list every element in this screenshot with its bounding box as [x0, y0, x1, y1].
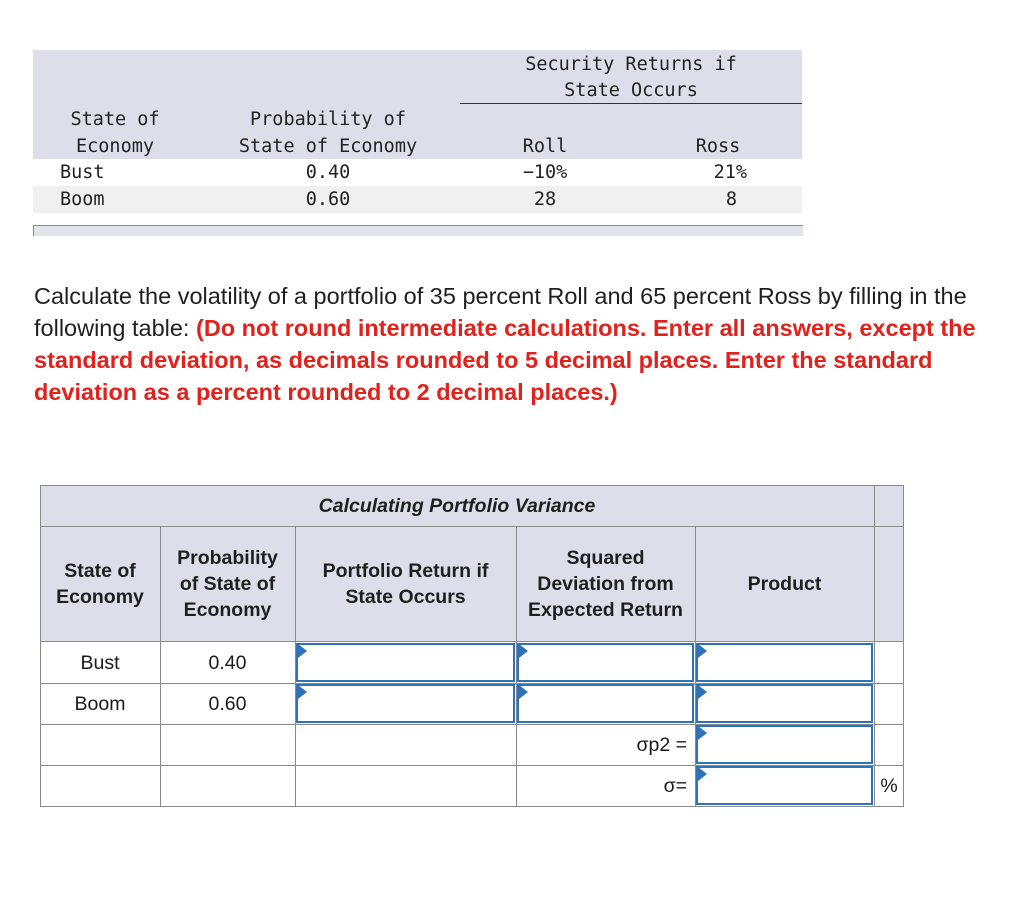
portfolio-variance-table: Calculating Portfolio Variance State of … [40, 485, 904, 807]
col-prob-line1: Probability of [250, 109, 406, 130]
header-band [33, 50, 802, 159]
row-bust-state-cell: Bust [40, 643, 160, 683]
row-bust-ross: 21% [713, 162, 747, 183]
header-extra-cell [874, 526, 904, 641]
header-product-text: Product [747, 572, 822, 595]
grid-v-5 [874, 485, 875, 807]
boom-product-marker-icon [698, 685, 707, 699]
bust-product-marker-icon [698, 644, 707, 658]
row-boom-state: Boom [60, 189, 105, 210]
variance-marker-icon [698, 726, 707, 740]
title-extra-cell [874, 485, 904, 526]
grid-v-4 [695, 526, 696, 807]
row-boom-ross: 8 [725, 189, 737, 210]
question-text: Calculate the volatility of a portfolio … [34, 280, 994, 408]
question-instructions: (Do not round intermediate calculations.… [34, 315, 976, 405]
row-bust-state: Bust [60, 162, 105, 183]
row-bust-band [33, 159, 802, 186]
grid-h-3 [40, 683, 904, 684]
boom-return-input[interactable] [296, 684, 515, 723]
row-boom-band [33, 186, 802, 213]
grid-h-5 [40, 765, 904, 766]
header-sqdev: Squared Deviation from Expected Return [516, 526, 695, 641]
row-boom-prob: 0.60 [305, 189, 351, 210]
bust-sqdev-input[interactable] [517, 643, 694, 682]
table-title-text: Calculating Portfolio Variance [318, 494, 596, 517]
boom-sqdev-input[interactable] [517, 684, 694, 723]
header-return: Portfolio Return if State Occurs [295, 526, 516, 641]
bust-sqdev-marker-icon [519, 644, 528, 658]
boom-return-marker-icon [298, 685, 307, 699]
table-title: Calculating Portfolio Variance [40, 485, 874, 526]
variance-input[interactable] [696, 725, 873, 764]
col-roll: Roll [522, 136, 568, 157]
std-dev-marker-icon [698, 767, 707, 781]
variance-label-cell: σp2 = [516, 725, 695, 765]
grid-h-2 [40, 641, 904, 642]
row-bust-prob: 0.40 [305, 162, 351, 183]
header-prob: Probability of State of Economy [160, 526, 295, 641]
header-sqdev-text: Squared Deviation from Expected Return [528, 546, 683, 621]
header-prob-text: Probability of State of Economy [177, 546, 278, 621]
row-bust-prob: 0.40 [208, 652, 247, 674]
bust-return-input[interactable] [296, 643, 515, 682]
bust-return-marker-icon [298, 644, 307, 658]
row-bust-roll: −10% [522, 162, 568, 183]
grid-v-2 [295, 526, 296, 807]
security-header-line2: State Occurs [564, 80, 698, 101]
security-header-line1: Security Returns if [525, 54, 737, 75]
header-product: Product [695, 526, 874, 641]
header-state-text: State of Economy [56, 559, 144, 608]
grid-h-4 [40, 724, 904, 725]
header-return-text: Portfolio Return if State Occurs [322, 559, 489, 608]
percent-unit-cell: % [874, 766, 904, 806]
header-state: State of Economy [40, 526, 160, 641]
variance-label: σp2 = [636, 734, 687, 756]
col-prob-line2: State of Economy [238, 136, 418, 157]
security-header-underline [460, 103, 802, 104]
grid-v-0 [40, 485, 41, 807]
col-state-line1: State of [70, 109, 160, 130]
col-ross: Ross [695, 136, 741, 157]
boom-product-input[interactable] [696, 684, 873, 723]
security-returns-table: Security Returns if State Occurs State o… [33, 50, 803, 236]
col-state-line2: Economy [76, 136, 154, 157]
table-footer-rule [33, 225, 803, 236]
row-boom-roll: 28 [533, 189, 557, 210]
grid-v-1 [160, 526, 161, 807]
row-boom-prob-cell: 0.60 [160, 684, 295, 724]
grid-v-3 [516, 526, 517, 807]
grid-h-0 [40, 485, 904, 486]
bust-product-input[interactable] [696, 643, 873, 682]
grid-h-1 [40, 526, 904, 527]
grid-v-6 [903, 485, 904, 807]
percent-unit: % [880, 775, 898, 797]
row-boom-prob: 0.60 [208, 693, 247, 715]
question-plain: Calculate the volatility of a portfolio … [34, 283, 967, 341]
sd-label-cell: σ= [516, 766, 695, 806]
std-dev-input[interactable] [696, 766, 873, 805]
row-boom-state: Boom [74, 693, 126, 715]
row-bust-state: Bust [80, 652, 120, 674]
sd-label: σ= [663, 775, 687, 797]
boom-sqdev-marker-icon [519, 685, 528, 699]
row-bust-prob-cell: 0.40 [160, 643, 295, 683]
grid-h-6 [40, 806, 904, 807]
row-boom-state-cell: Boom [40, 684, 160, 724]
